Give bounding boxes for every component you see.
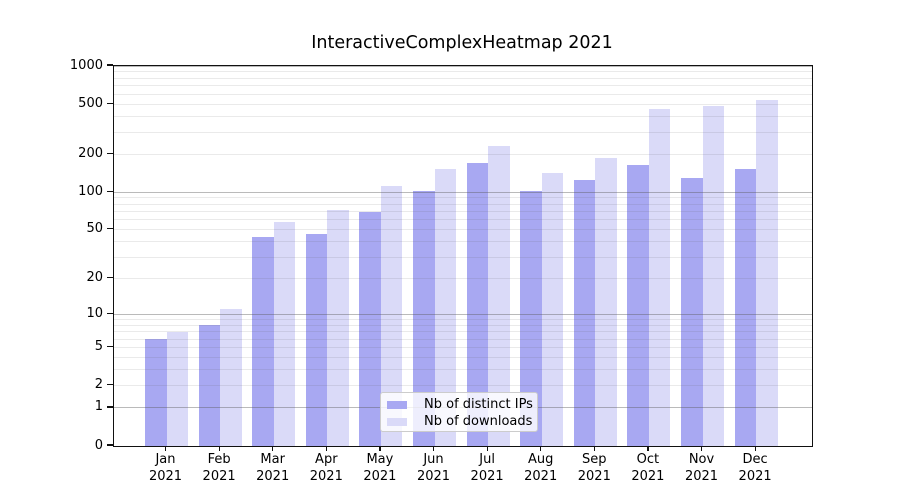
bar-downloads-oct <box>648 109 671 446</box>
x-tick-label-sep: Sep 2021 <box>577 452 611 484</box>
x-tick-label-jan: Jan 2021 <box>148 452 183 484</box>
gridline-minor <box>114 85 812 87</box>
y-tick-label: 0 <box>94 437 103 453</box>
x-tick-label-jun: Jun 2021 <box>416 452 451 484</box>
bar-distinct-ips-jul <box>466 163 489 446</box>
x-tick <box>164 446 167 452</box>
bar-downloads-sep <box>595 158 617 446</box>
y-tick <box>107 276 113 279</box>
x-tick-label-may: May 2021 <box>363 452 397 484</box>
y-tick <box>107 312 113 314</box>
y-tick <box>107 152 113 154</box>
bar-downloads-mar <box>273 221 296 446</box>
x-tick <box>700 446 703 452</box>
legend-label-distinct-ips: Nb of distinct IPs <box>424 397 533 412</box>
x-tick <box>540 446 542 452</box>
legend-item-downloads: Nb of downloads <box>387 413 537 430</box>
x-tick-label-oct: Oct 2021 <box>631 452 665 484</box>
gridline-minor <box>114 103 812 105</box>
bar-distinct-ips-sep <box>573 180 596 446</box>
x-tick-label-nov: Nov 2021 <box>684 452 719 484</box>
x-tick <box>593 446 595 452</box>
y-tick <box>107 228 113 230</box>
y-tick <box>107 384 113 386</box>
x-tick-label-feb: Feb 2021 <box>202 452 236 484</box>
legend-label-downloads: Nb of downloads <box>424 414 533 429</box>
y-tick <box>107 444 113 446</box>
y-tick <box>107 102 113 104</box>
x-tick-label-aug: Aug 2021 <box>524 452 558 484</box>
gridline-minor <box>114 93 812 95</box>
y-tick-label: 100 <box>78 183 103 199</box>
x-tick <box>272 446 274 452</box>
y-tick-label: 2 <box>94 377 103 393</box>
bar-distinct-ips-may <box>359 212 381 446</box>
y-tick-label: 200 <box>78 145 103 161</box>
bar-distinct-ips-jun <box>413 190 435 446</box>
gridline-minor <box>114 71 812 73</box>
bar-distinct-ips-jan <box>145 339 167 446</box>
y-tick-label: 500 <box>78 95 103 111</box>
bar-distinct-ips-apr <box>305 234 328 446</box>
y-tick <box>107 64 113 66</box>
bar-distinct-ips-mar <box>252 236 274 446</box>
bar-downloads-aug <box>541 173 564 446</box>
y-tick-label: 1000 <box>69 57 103 73</box>
x-tick <box>754 446 756 452</box>
bar-distinct-ips-dec <box>734 169 757 446</box>
x-tick-label-jul: Jul 2021 <box>470 452 504 484</box>
x-tick <box>218 446 220 452</box>
x-tick-label-apr: Apr 2021 <box>309 452 343 484</box>
legend: Nb of distinct IPs Nb of downloads <box>380 392 538 432</box>
y-tick-label: 5 <box>94 338 103 354</box>
legend-item-distinct-ips: Nb of distinct IPs <box>387 396 537 413</box>
x-tick <box>325 446 327 452</box>
bar-downloads-jan <box>166 331 188 446</box>
bar-distinct-ips-oct <box>627 164 649 446</box>
y-tick-label: 1 <box>94 399 103 415</box>
y-tick <box>107 406 113 408</box>
y-tick-label: 10 <box>86 305 103 321</box>
bar-downloads-nov <box>702 106 724 446</box>
bar-downloads-apr <box>327 210 349 446</box>
x-tick-label-mar: Mar 2021 <box>256 452 290 484</box>
bar-downloads-jun <box>434 168 456 446</box>
y-tick <box>107 190 113 192</box>
y-tick <box>107 345 113 348</box>
gridline-major <box>114 65 812 67</box>
x-tick <box>647 446 649 452</box>
bar-downloads-dec <box>756 99 778 446</box>
bar-downloads-may <box>380 186 403 446</box>
bar-downloads-feb <box>220 309 242 446</box>
legend-swatch-distinct-ips <box>387 400 407 409</box>
x-tick-label-dec: Dec 2021 <box>738 452 772 484</box>
gridline-minor <box>114 77 812 79</box>
bar-distinct-ips-nov <box>681 177 703 446</box>
x-tick <box>432 446 435 452</box>
chart-title: InteractiveComplexHeatmap 2021 <box>311 33 613 53</box>
y-tick-label: 50 <box>86 221 103 237</box>
bar-distinct-ips-feb <box>198 325 221 446</box>
bar-distinct-ips-aug <box>520 190 542 446</box>
y-tick-label: 20 <box>86 270 103 285</box>
plot-area <box>113 65 813 447</box>
legend-swatch-downloads <box>387 417 407 426</box>
x-tick <box>486 446 488 452</box>
bar-downloads-jul <box>488 146 510 446</box>
x-tick <box>379 446 381 452</box>
